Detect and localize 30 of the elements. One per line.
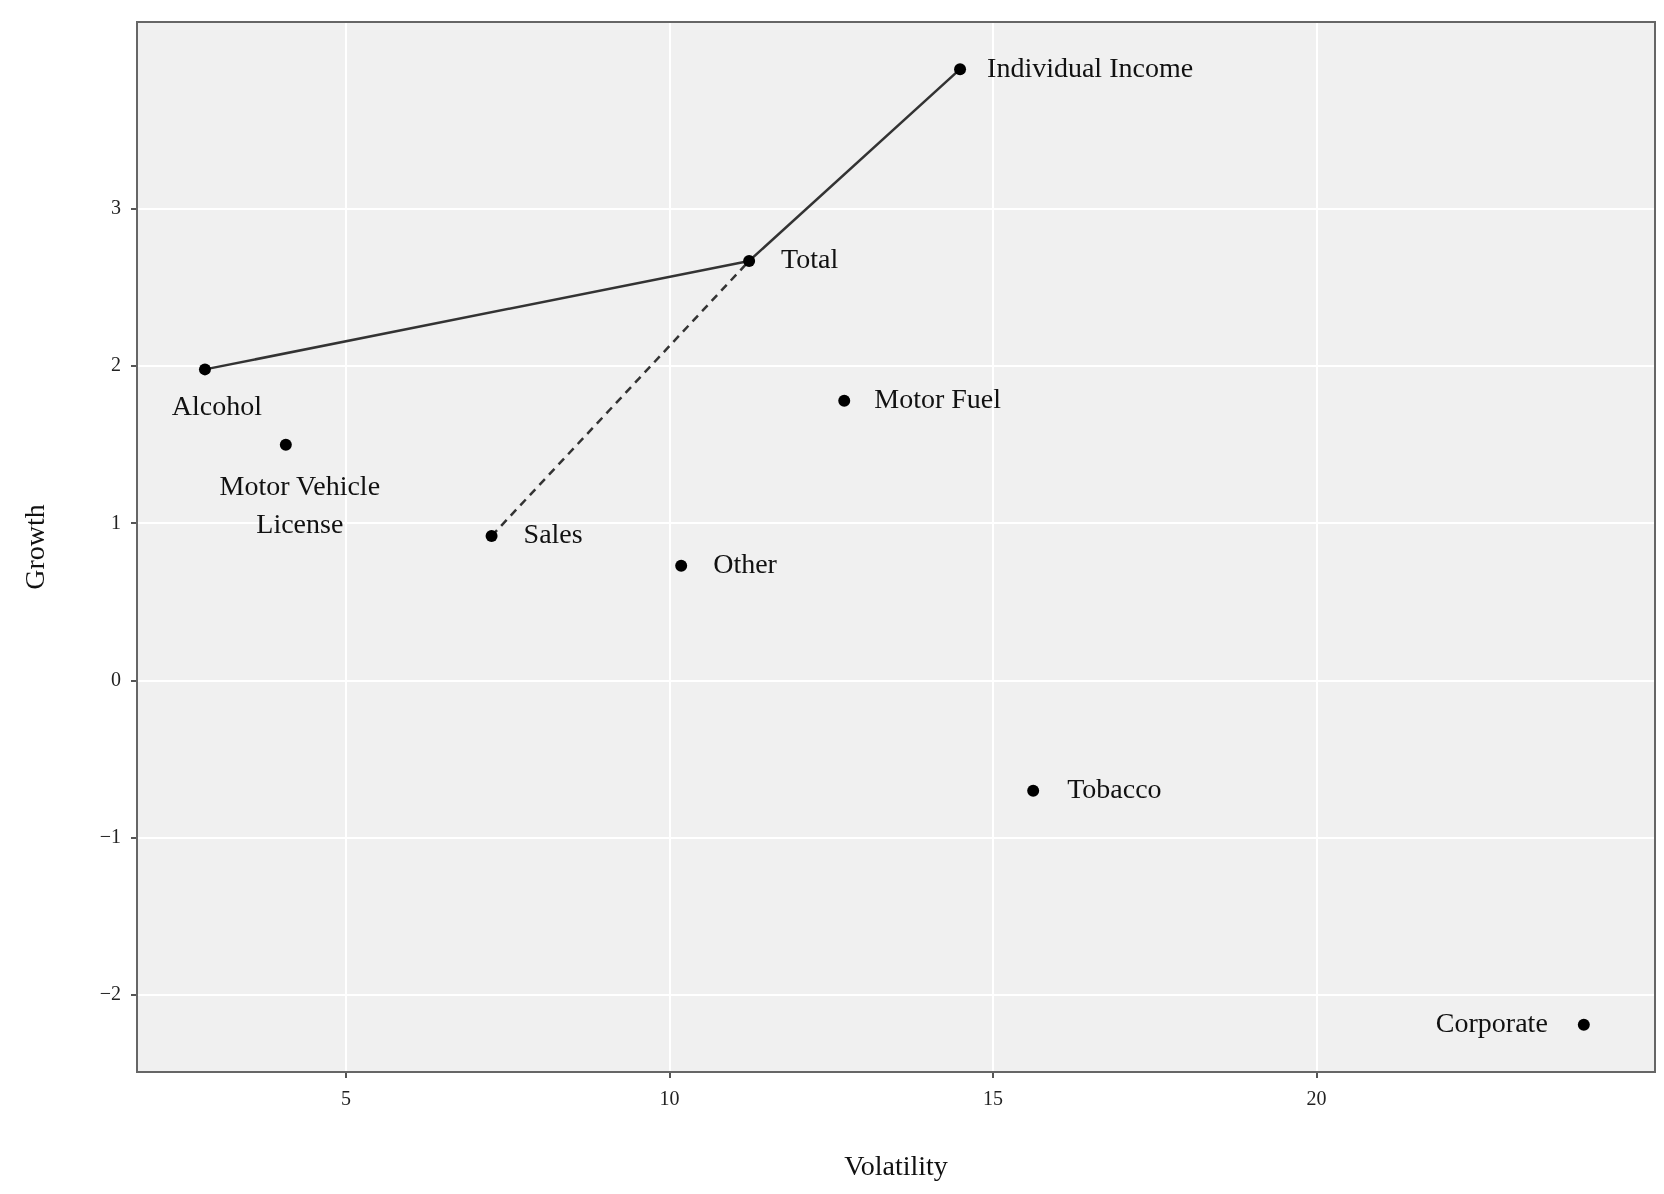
- annotation: Alcohol: [171, 389, 263, 421]
- x-tick-label: 10: [659, 1087, 680, 1110]
- annotation: Total: [781, 243, 839, 275]
- annotation: Individual Income: [987, 51, 1194, 83]
- y-tick-label: 3: [111, 196, 121, 219]
- point: [279, 438, 292, 451]
- annotation: Other: [713, 548, 778, 580]
- y-tick-label: 1: [111, 510, 121, 533]
- point: [1577, 1018, 1590, 1031]
- y-tick-label: −1: [99, 825, 121, 848]
- annotation: Motor Vehicle License: [219, 470, 381, 540]
- y-axis-title: Growth: [19, 504, 51, 590]
- x-axis-title: Volatility: [844, 1149, 948, 1181]
- x-tick-label: 5: [341, 1087, 351, 1110]
- x-tick-label: 20: [1306, 1087, 1327, 1110]
- point: [485, 530, 498, 542]
- point: [743, 254, 756, 267]
- x-tick-label: 15: [983, 1087, 1004, 1110]
- point: [838, 394, 851, 407]
- annotation: Corporate: [1435, 1007, 1548, 1039]
- point: [675, 559, 688, 572]
- point: [198, 363, 211, 376]
- y-tick-label: −2: [99, 982, 121, 1005]
- point: [1027, 784, 1040, 797]
- y-tick-label: 0: [111, 667, 121, 690]
- annotation: Sales: [523, 518, 583, 550]
- annotation: Motor Fuel: [874, 383, 1002, 415]
- point: [954, 63, 967, 76]
- y-tick-label: 2: [111, 353, 121, 376]
- annotation: Tobacco: [1067, 773, 1162, 804]
